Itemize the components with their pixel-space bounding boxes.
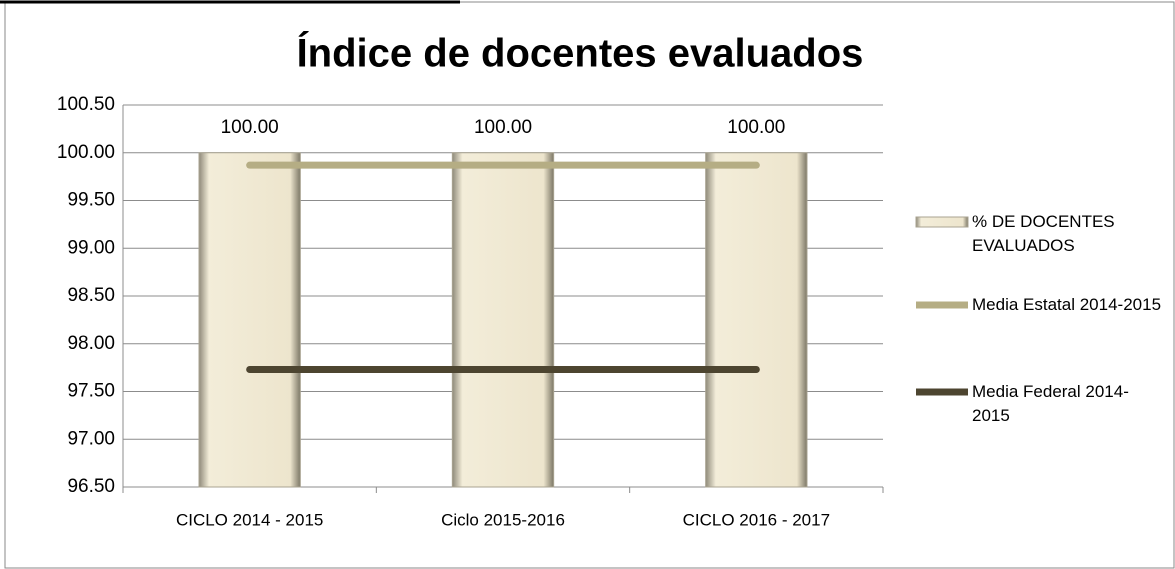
legend-label: Media Federal 2014-2015 <box>972 382 1129 425</box>
legend-label: % DE DOCENTES EVALUADOS <box>972 212 1115 255</box>
y-tick-label: 100.00 <box>57 142 115 163</box>
x-tick-label: CICLO 2014 - 2015 <box>176 510 323 529</box>
y-tick-label: 96.50 <box>67 476 115 497</box>
chart-border <box>4 1 1175 569</box>
y-tick-label: 97.00 <box>67 428 115 449</box>
y-tick-label: 99.00 <box>67 237 115 258</box>
y-tick-label: 98.00 <box>67 333 115 354</box>
x-tick-label: Ciclo 2015-2016 <box>441 510 565 529</box>
data-label: 100.00 <box>727 117 785 138</box>
data-label: 100.00 <box>221 117 279 138</box>
y-tick-label: 97.50 <box>67 381 115 402</box>
bar <box>198 152 301 488</box>
bar <box>451 152 555 488</box>
y-tick-label: 100.50 <box>57 94 115 115</box>
y-tick-label: 99.50 <box>67 190 115 211</box>
y-tick-label: 98.50 <box>67 285 115 306</box>
x-tick-label: CICLO 2016 - 2017 <box>683 510 830 529</box>
legend-swatch <box>915 216 969 228</box>
legend-label: Media Estatal 2014-2015 <box>972 295 1162 314</box>
chart-title: Índice de docentes evaluados <box>297 31 864 76</box>
data-label: 100.00 <box>474 117 532 138</box>
bar <box>705 152 808 488</box>
